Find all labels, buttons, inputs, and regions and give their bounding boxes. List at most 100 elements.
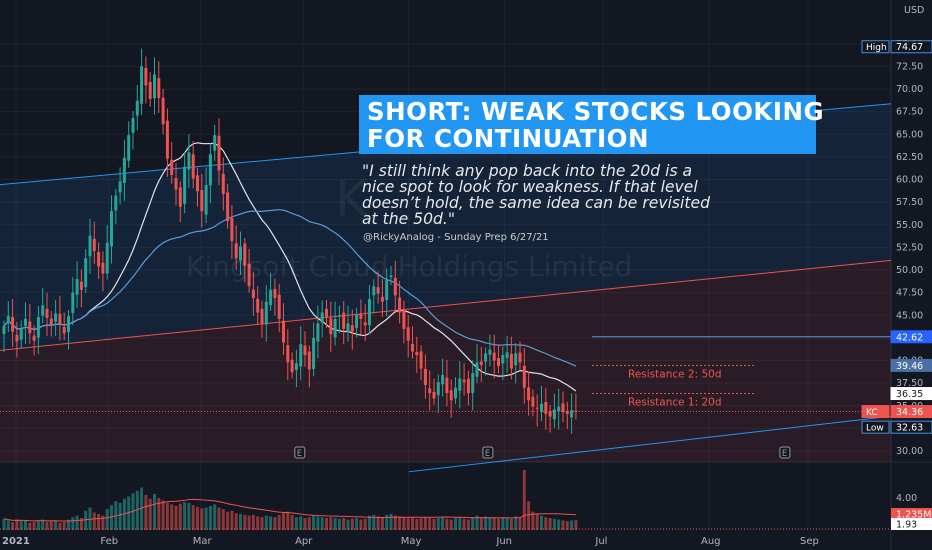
price-tag-label-box [861,40,890,54]
volume-bar [393,515,397,530]
channel-fill-blue [0,103,891,351]
candle-body [6,316,10,323]
candle-body [497,358,500,366]
candle-body [565,410,569,414]
candle-body [62,326,66,334]
volume-bar [174,506,178,530]
volume-bar [518,517,522,530]
candle-body [256,298,260,313]
quote-text: "I still think any pop back into the 20d… [362,162,710,228]
volume-bar [294,517,298,530]
candle-body [251,289,255,299]
price-tag-value: 42.62 [896,332,923,343]
ma-50-line [3,209,577,367]
candle-body [135,100,139,116]
candle-body [140,66,144,104]
volume-bar [208,506,212,530]
volume-bar [84,510,88,530]
volume-bar [398,516,402,530]
candle-body [41,305,45,316]
candle-body [389,275,393,278]
candle-body [475,362,479,377]
price-tag-value: 74.67 [896,42,923,53]
candle-body [423,368,427,385]
earnings-marker-box [482,446,494,459]
candle-body [535,407,539,409]
price-tag-label: KC [866,408,878,418]
volume-bar [243,514,247,530]
volume-bar [320,517,324,530]
candle-body [355,314,359,329]
volume-bar [24,520,27,530]
candle-body [183,166,187,204]
moving-averages [3,142,577,392]
volume-bar [165,502,169,530]
volume-bar [140,487,144,530]
volume-bar [101,515,105,530]
volume-bar [32,522,36,530]
volume-bar [15,519,19,530]
volume-bar [221,509,225,530]
volume-bar [561,520,565,530]
candle-body [277,294,281,319]
resistance-levels: Resistance 2: 50d Resistance 1: 20d [0,336,891,413]
candle-body [19,328,23,340]
candle-body [208,154,212,186]
volume-bar [11,522,15,530]
candle-body [359,313,363,319]
volume-bar [183,502,187,530]
volume-bar [527,501,531,530]
candle-body [213,135,217,151]
candle-body [501,355,505,364]
price-tick-label: 45.00 [896,310,923,321]
volume-tag-box [891,518,932,530]
trendline-support [408,415,892,473]
earnings-marker-label: E [485,449,490,459]
price-tag-box [890,387,932,401]
volume-bar [75,515,79,530]
candle-body [2,326,6,335]
price-tick-label: 30.00 [896,446,923,457]
candle-body [204,184,208,215]
volume-bar [535,514,539,530]
volume-bar [303,518,307,530]
candlesticks [2,48,578,434]
volume-bar [71,517,75,530]
volume-bar [565,521,569,530]
candle-body [350,325,354,332]
candle-body [161,97,165,125]
candle-body [260,308,264,325]
candle-body [544,401,548,414]
candle-body [290,359,294,373]
volume-bar [428,518,432,530]
volume-bar [368,515,371,530]
volume-bar [385,514,389,530]
volume-bar [316,516,320,530]
volume-bar [505,518,509,530]
candle-body [441,374,445,385]
candle-body [144,67,148,86]
volume-bar [239,514,242,530]
candle-body [466,378,470,394]
candle-body [178,187,182,207]
candle-body [552,409,556,420]
candle-body [488,349,492,355]
time-tick-label: Aug [701,536,721,547]
candle-body [514,353,518,366]
volume-bar [200,508,204,530]
watermark-ticker: K [335,170,368,228]
candle-body [71,292,75,313]
candle-body [428,388,432,394]
volume-bar [509,518,513,530]
price-tick-label: 65.00 [896,129,923,140]
volume-bar [161,500,165,530]
volume-bar [256,516,260,530]
volume-bar [269,516,273,530]
volume-bar [501,517,505,530]
volume-bar [92,512,96,530]
candle-body [247,263,251,287]
volume-bar [264,515,268,530]
volume-bar [466,519,470,530]
candle-body [239,246,242,261]
